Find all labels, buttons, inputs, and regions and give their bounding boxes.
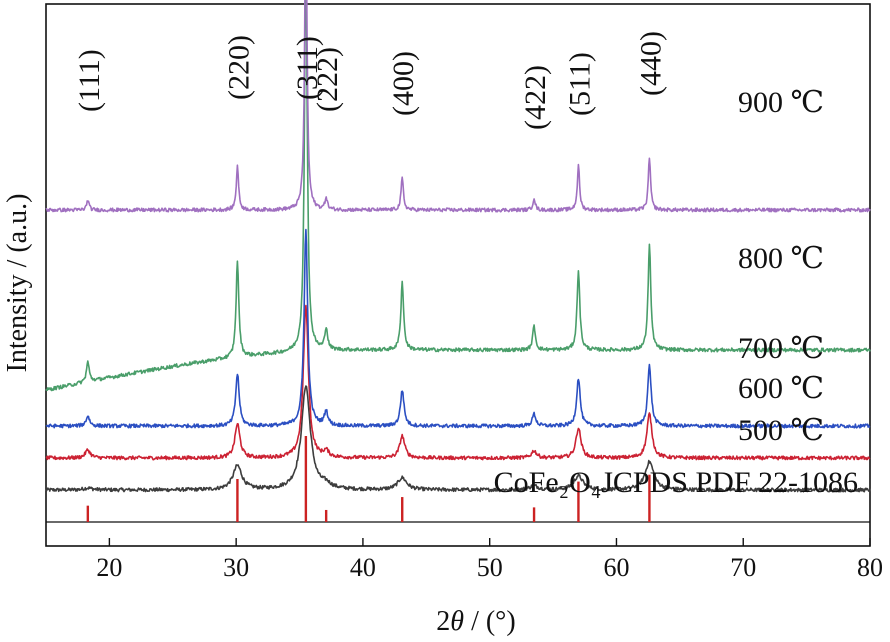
plot-border: [45, 3, 871, 547]
miller-index-label: (311): [291, 36, 324, 100]
series-line: [45, 0, 871, 213]
x-axis: 20 30 40 50 60 70 80: [96, 538, 883, 582]
x-tick-label: 40: [350, 553, 376, 582]
x-tick-label: 20: [96, 553, 122, 582]
x-tick-label: 50: [477, 553, 503, 582]
series-line: [45, 228, 871, 429]
temperature-label: 600 ℃: [738, 372, 824, 405]
series-layer: [45, 0, 871, 493]
x-tick-label: 60: [603, 553, 629, 582]
series-line: [45, 385, 871, 493]
plot-frame: [45, 3, 871, 547]
y-axis-title: Intensity / (a.u.): [2, 194, 33, 373]
reference-pattern: [86, 436, 651, 522]
temperature-label: 900 ℃: [738, 86, 824, 119]
miller-index-label: (511): [563, 52, 596, 116]
temperature-label: 700 ℃: [738, 332, 824, 365]
series-line: [45, 0, 871, 392]
miller-index-label: (222): [311, 47, 344, 112]
x-tick-label: 80: [857, 553, 883, 582]
reference-label: CoFe₂O₄JCPDS PDF 22-1086: [494, 466, 858, 499]
miller-index-label: (400): [387, 51, 420, 116]
temperature-label: 800 ℃: [738, 242, 824, 275]
miller-index-label: (440): [634, 31, 667, 96]
miller-index-label: (422): [519, 65, 552, 130]
x-axis-title: 2θ / (°): [436, 606, 515, 637]
miller-index-label: (220): [222, 35, 255, 100]
x-tick-label: 30: [223, 553, 249, 582]
temperature-label: 500 ℃: [738, 414, 824, 447]
annotations: CoFe₂O₄JCPDS PDF 22-1086 500 ℃ 600 ℃ 700 ℃ 8…: [73, 31, 858, 499]
x-tick-label: 70: [730, 553, 756, 582]
miller-index-label: (111): [73, 49, 106, 112]
series-line: [45, 304, 871, 461]
